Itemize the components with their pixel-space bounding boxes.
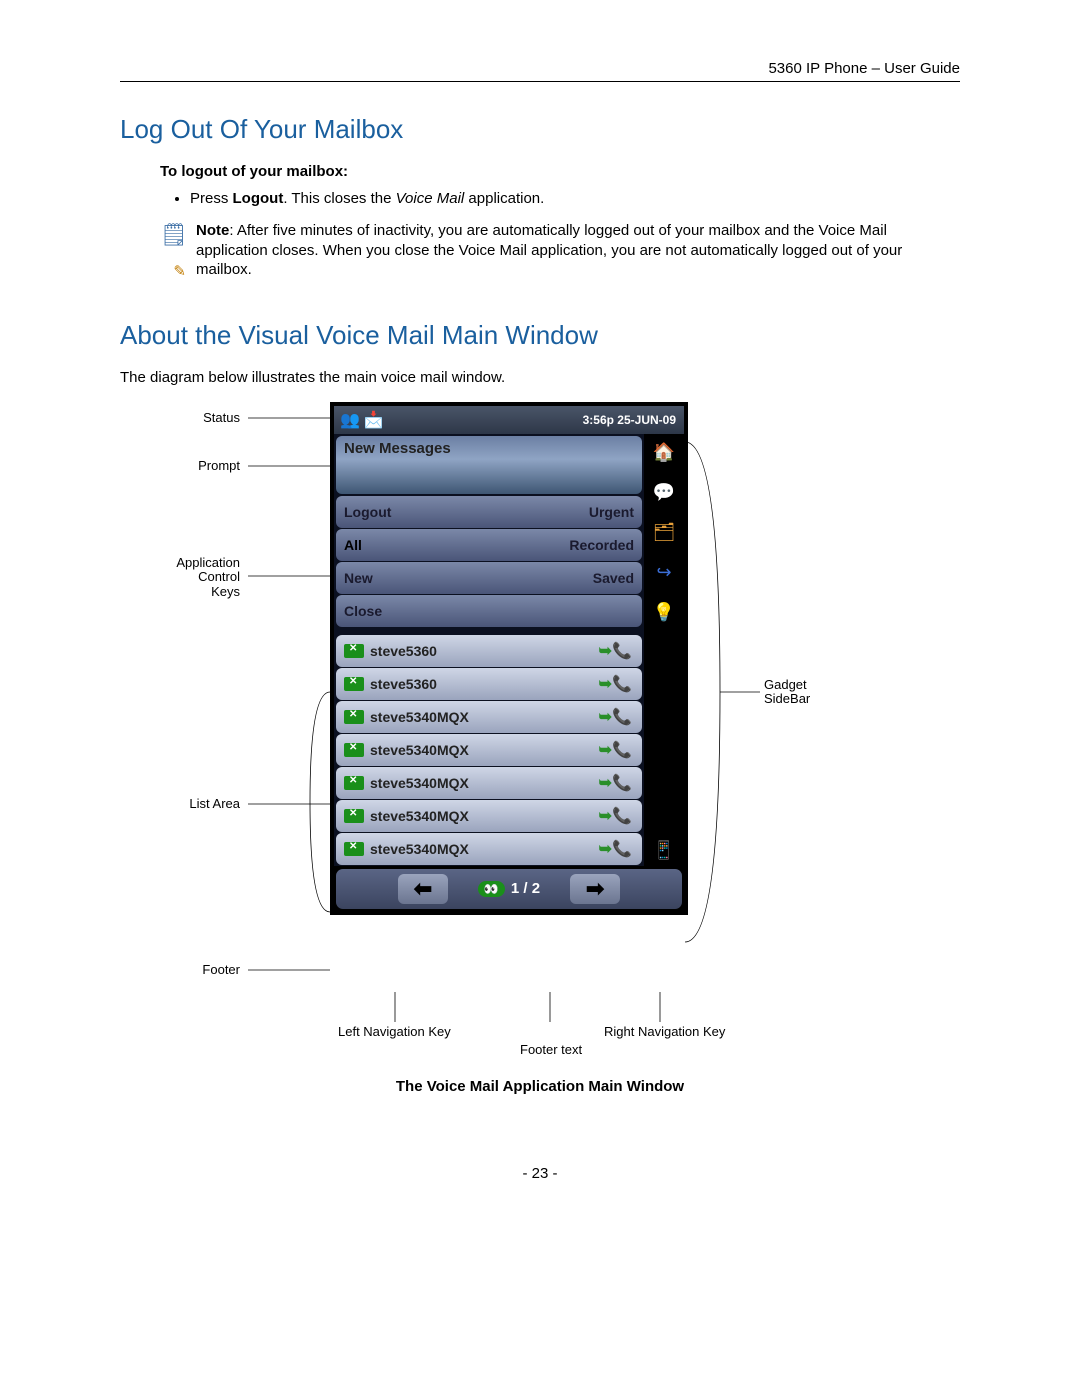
page-header: 5360 IP Phone – User Guide: [120, 60, 960, 82]
message-row[interactable]: steve5340MQX ➥📞: [336, 800, 642, 832]
ann-appkeys: Application Control Keys: [120, 556, 240, 601]
phone-screenshot: 👥 📩 3:56p 25-JUN-09 New Messages Logout U…: [330, 402, 688, 915]
message-sender: steve5340MQX: [370, 742, 469, 758]
gadget-sidebar: 🏠 💬 🗂 ↪ 💡 📱: [644, 434, 684, 866]
left-nav-key[interactable]: ⬅: [398, 874, 448, 904]
key-right-label: Recorded: [569, 537, 642, 553]
ann-gadget: Gadget SideBar: [764, 678, 810, 708]
call-icon[interactable]: ➥📞: [599, 740, 632, 760]
call-icon[interactable]: ➥📞: [599, 806, 632, 826]
envelope-icon: [344, 743, 364, 757]
message-row[interactable]: steve5360 ➥📞: [336, 635, 642, 667]
mail-status-icon: 📩: [364, 410, 384, 430]
message-row[interactable]: steve5360 ➥📞: [336, 668, 642, 700]
people-icon: 👥: [340, 410, 360, 430]
call-icon[interactable]: ➥📞: [599, 674, 632, 694]
message-row[interactable]: steve5340MQX ➥📞: [336, 767, 642, 799]
ann-status: Status: [120, 411, 240, 426]
note-icon: 🗒✎: [160, 221, 188, 280]
key-right-label: Saved: [593, 570, 642, 586]
diagram-wrap: Status Prompt Application Control Keys L…: [120, 402, 960, 1042]
ann-footer-text: Footer text: [520, 1042, 582, 1057]
section2-intro: The diagram below illustrates the main v…: [120, 369, 960, 386]
envelope-icon: [344, 644, 364, 658]
message-sender: steve5340MQX: [370, 841, 469, 857]
control-key-row[interactable]: All Recorded: [336, 529, 642, 561]
note-text: Note: After five minutes of inactivity, …: [196, 221, 960, 280]
ann-left-nav: Left Navigation Key: [338, 1024, 451, 1039]
key-left-label: Close: [336, 603, 382, 619]
footer-text: 👀 1 / 2: [478, 880, 540, 897]
ann-list: List Area: [120, 797, 240, 812]
logout-step-1: Press Logout. This closes the Voice Mail…: [190, 190, 960, 207]
envelope-icon: [344, 776, 364, 790]
envelope-icon: [344, 842, 364, 856]
call-icon[interactable]: ➥📞: [599, 707, 632, 727]
key-right-label: Urgent: [589, 504, 642, 520]
control-key-row[interactable]: Close: [336, 595, 642, 627]
message-sender: steve5360: [370, 676, 437, 692]
bulb-icon[interactable]: 💡: [649, 598, 679, 628]
message-sender: steve5340MQX: [370, 775, 469, 791]
envelope-icon: [344, 710, 364, 724]
message-row[interactable]: steve5340MQX ➥📞: [336, 734, 642, 766]
status-icons: 👥 📩: [334, 410, 384, 430]
footer-bar: ⬅ 👀 1 / 2 ➡: [336, 869, 682, 909]
ann-right-nav: Right Navigation Key: [604, 1024, 725, 1039]
call-icon[interactable]: ➥📞: [599, 773, 632, 793]
envelope-icon: [344, 809, 364, 823]
home-icon[interactable]: 🏠: [649, 438, 679, 468]
key-left-label: All: [336, 537, 362, 553]
key-left-label: Logout: [336, 504, 391, 520]
note-block: 🗒✎ Note: After five minutes of inactivit…: [160, 221, 960, 280]
page-number: - 23 -: [120, 1165, 960, 1182]
envelope-icon: [344, 677, 364, 691]
control-key-row[interactable]: New Saved: [336, 562, 642, 594]
call-icon[interactable]: ➥📞: [599, 641, 632, 661]
msg-bubble-icon: 👀: [478, 881, 505, 897]
status-bar: 👥 📩 3:56p 25-JUN-09: [334, 406, 684, 434]
header-right: 5360 IP Phone – User Guide: [768, 60, 960, 77]
phone-device-icon[interactable]: 📱: [649, 836, 679, 866]
ann-prompt: Prompt: [120, 459, 240, 474]
message-sender: steve5340MQX: [370, 709, 469, 725]
prompt-banner: New Messages: [336, 436, 642, 494]
forward-icon[interactable]: ↪: [649, 558, 679, 588]
control-key-row[interactable]: Logout Urgent: [336, 496, 642, 528]
message-row[interactable]: steve5340MQX ➥📞: [336, 701, 642, 733]
key-left-label: New: [336, 570, 373, 586]
status-time: 3:56p 25-JUN-09: [583, 413, 684, 427]
chat-icon[interactable]: 💬: [649, 478, 679, 508]
ann-footer: Footer: [120, 963, 240, 978]
message-row[interactable]: steve5340MQX ➥📞: [336, 833, 642, 865]
folder-icon[interactable]: 🗂: [649, 518, 679, 548]
main-area: New Messages Logout Urgent All Recorded New S…: [334, 434, 684, 866]
message-sender: steve5340MQX: [370, 808, 469, 824]
logout-steps: Press Logout. This closes the Voice Mail…: [190, 190, 960, 207]
section1-title: Log Out Of Your Mailbox: [120, 114, 960, 145]
section1-sub: To logout of your mailbox:: [160, 163, 960, 180]
message-sender: steve5360: [370, 643, 437, 659]
section2-title: About the Visual Voice Mail Main Window: [120, 320, 960, 351]
call-icon[interactable]: ➥📞: [599, 839, 632, 859]
right-nav-key[interactable]: ➡: [570, 874, 620, 904]
